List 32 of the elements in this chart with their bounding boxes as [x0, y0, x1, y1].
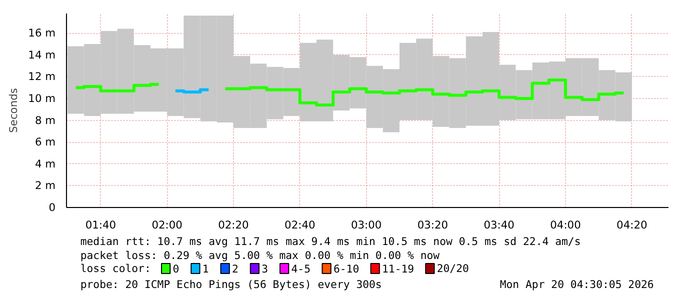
- x-tick-label: 02:00: [152, 218, 183, 232]
- y-tick-label: 8 m: [34, 114, 56, 127]
- y-tick-label: 6 m: [34, 136, 56, 149]
- text: packet loss: 0.29 % avg 5.00 % max 0.00 % min 0.00 % now: [80, 249, 440, 262]
- y-tick-label: 4 m: [34, 157, 56, 170]
- legend-label: 11-19: [382, 262, 414, 276]
- legend-label: 6-10: [333, 262, 360, 276]
- y-tick-label: 0: [48, 201, 56, 214]
- y-tick-label: 12 m: [28, 70, 56, 84]
- text: Mon Apr 20 04:30:05 2026: [500, 278, 654, 291]
- x-tick-label: 04:20: [616, 218, 648, 232]
- x-tick-label: 04:00: [550, 218, 582, 232]
- y-tick-label: 16 m: [28, 26, 56, 40]
- text: probe: 20 ICMP Echo Pings (56 Bytes) every 300s: [80, 278, 382, 291]
- x-tick-label: 03:40: [484, 218, 515, 232]
- legend-label: 2: [232, 262, 238, 276]
- x-tick-label: 02:40: [284, 218, 316, 232]
- legend-label: 3: [262, 262, 268, 276]
- text: median rtt: 10.7 ms avg 11.7 ms max 9.4 ms min 10.5 ms now 0.5 ms sd 22.4 am/s: [80, 235, 581, 248]
- y-tick-label: 2 m: [34, 179, 56, 192]
- legend-title: loss color:: [80, 262, 151, 275]
- legend-label: 20/20: [436, 262, 469, 275]
- y-tick-label: 10 m: [28, 92, 56, 106]
- x-tick-label: 01:40: [85, 218, 116, 232]
- legend-label: 0: [172, 262, 180, 276]
- y-axis-title: Seconds: [7, 88, 20, 133]
- legend-label: 1: [202, 262, 209, 276]
- x-tick-label: 03:00: [350, 218, 382, 232]
- legend-label: 4-5: [291, 262, 310, 276]
- x-tick-label: 02:20: [218, 218, 250, 232]
- x-tick-label: 03:20: [417, 218, 448, 232]
- y-tick-label: 14 m: [28, 48, 56, 62]
